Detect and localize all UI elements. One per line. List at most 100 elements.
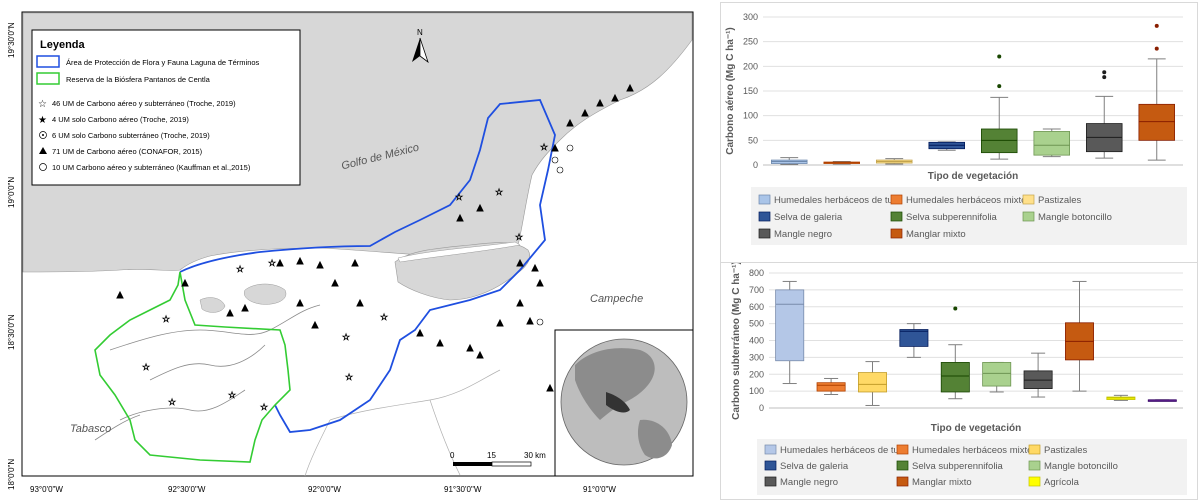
troche-star: ☆ (142, 363, 150, 373)
scale-bar: 0 15 30 km (450, 451, 546, 467)
troche-star: ☆ (162, 315, 170, 325)
troche-star: ☆ (342, 333, 350, 343)
apff-boundary (179, 99, 556, 433)
box (1138, 103, 1175, 141)
apff-swatch (36, 55, 60, 68)
legend-label: Manglar mixto (906, 229, 966, 240)
y-tick-label: 300 (743, 12, 758, 22)
study-area-map: ☆ ☆ ☆ ☆ ☆ ☆ ☆ ☆ ☆ ☆ ☆ ☆ ☆ ☆ Leyenda Área… (7, 11, 694, 494)
conafor-point (536, 278, 544, 287)
box (1033, 131, 1070, 156)
legend-swatch (890, 194, 903, 205)
legend-swatch (764, 476, 777, 487)
legend-label: Pastizales (1038, 195, 1082, 206)
y-tick-label: 250 (743, 37, 758, 47)
legend-swatch (896, 476, 909, 487)
y-axis-title: Carbono subterráneo (Mg C ha⁻¹) (731, 263, 742, 420)
legend-label: Humedales herbáceos mixtos (906, 195, 1031, 206)
legend-label: Mangle negro (780, 477, 838, 488)
conafor-point (351, 258, 359, 267)
conafor-point (356, 298, 364, 307)
y-tick-label: 0 (759, 403, 764, 413)
outlier-point (1154, 23, 1159, 28)
legend-swatch (764, 460, 777, 471)
legend-label: Mangle botoncillo (1038, 212, 1112, 223)
conafor-point (241, 303, 249, 312)
legend-background (751, 187, 1187, 245)
legend-label: Humedales herbáceos mixtos (912, 445, 1037, 456)
kauffman-circle (566, 144, 574, 152)
legend-label: Selva subperennifolia (912, 461, 1004, 472)
y-tick-label: 800 (749, 268, 764, 278)
box (816, 382, 846, 392)
troche-star: ☆ (380, 313, 388, 323)
legend-swatch (890, 211, 903, 222)
north-arrow-icon-half (419, 37, 429, 64)
y-tick-label: 400 (749, 336, 764, 346)
conafor-point (276, 258, 284, 267)
scale-label-30: 30 km (524, 451, 546, 460)
x-axis-title: Tipo de vegetación (931, 423, 1021, 434)
troche-star: ☆ (345, 373, 353, 383)
chart-subterraneo: 0 100 200 300 400 500 600 700 800 Carbono subterr… (731, 261, 1187, 495)
troche-star: ☆ (495, 188, 503, 198)
coastal-lagoon (244, 283, 287, 305)
outlier-point (1102, 70, 1107, 75)
outlier-point (1102, 75, 1107, 80)
legend-swatch (890, 228, 903, 239)
conafor-point (581, 108, 589, 117)
lat-label-1830: 18°30'0"N (7, 314, 16, 350)
conafor-point (526, 316, 534, 325)
y-axis-title: Carbono aéreo (Mg C ha⁻¹) (725, 27, 736, 155)
legend-title: Leyenda (40, 39, 86, 51)
legend-label: Agrícola (1044, 477, 1080, 488)
hollow-circle-icon (39, 163, 47, 171)
box (982, 362, 1012, 387)
conafor-point (626, 83, 634, 92)
conafor-point (516, 258, 524, 267)
box (775, 289, 805, 362)
conafor-point (466, 343, 474, 352)
box (858, 372, 887, 393)
legend-label: Humedales herbáceos de tule (780, 445, 906, 456)
troche-star: ☆ (515, 233, 523, 243)
conafor-point (516, 298, 524, 307)
dot-circle-center (42, 134, 44, 136)
chart-aereo: 0 50 100 150 200 250 300 Carbono aéreo (Mg C ha… (725, 12, 1187, 245)
y-tick-label: 50 (748, 135, 758, 145)
label-tabasco: Tabasco (70, 423, 111, 435)
outlier-point (997, 54, 1002, 59)
conafor-point (331, 278, 339, 287)
y-tick-label: 100 (749, 386, 764, 396)
legend-swatch (896, 460, 909, 471)
legend-swatch (1028, 476, 1041, 487)
troche-points: ☆ ☆ ☆ ☆ ☆ ☆ ☆ ☆ ☆ ☆ ☆ ☆ ☆ ☆ (142, 143, 549, 414)
legend-item-apff: Área de Protección de Flora y Fauna Lagu… (66, 58, 260, 67)
legend-item-troche-subt: 6 UM solo Carbono subterráneo (Troche, 2… (52, 131, 210, 140)
y-tick-label: 150 (743, 86, 758, 96)
troche-star: ☆ (268, 259, 276, 269)
x-axis-title: Tipo de vegetación (928, 171, 1018, 182)
conafor-point (311, 320, 319, 329)
box (940, 362, 970, 393)
kauffman-points (536, 144, 574, 326)
legend-swatch (758, 194, 771, 205)
legend-item-conafor: 71 UM de Carbono aéreo (CONAFOR, 2015) (52, 147, 203, 156)
north-arrow-icon (412, 38, 420, 62)
legend-swatch (764, 444, 777, 455)
y-tick-label: 300 (749, 352, 764, 362)
sample-points (116, 83, 634, 392)
legend-swatch (1022, 194, 1035, 205)
legend-label: Pastizales (1044, 445, 1088, 456)
legend-label: Humedales herbáceos de tule (774, 195, 900, 206)
conafor-point (296, 298, 304, 307)
box (899, 329, 929, 347)
kauffman-circle (551, 156, 559, 164)
legend-swatch (1028, 444, 1041, 455)
scale-label-0: 0 (450, 451, 455, 460)
legend-swatch (758, 228, 771, 239)
y-tick-label: 0 (753, 160, 758, 170)
y-tick-label: 700 (749, 285, 764, 295)
troche-star: ☆ (228, 391, 236, 401)
conafor-point (181, 278, 189, 287)
